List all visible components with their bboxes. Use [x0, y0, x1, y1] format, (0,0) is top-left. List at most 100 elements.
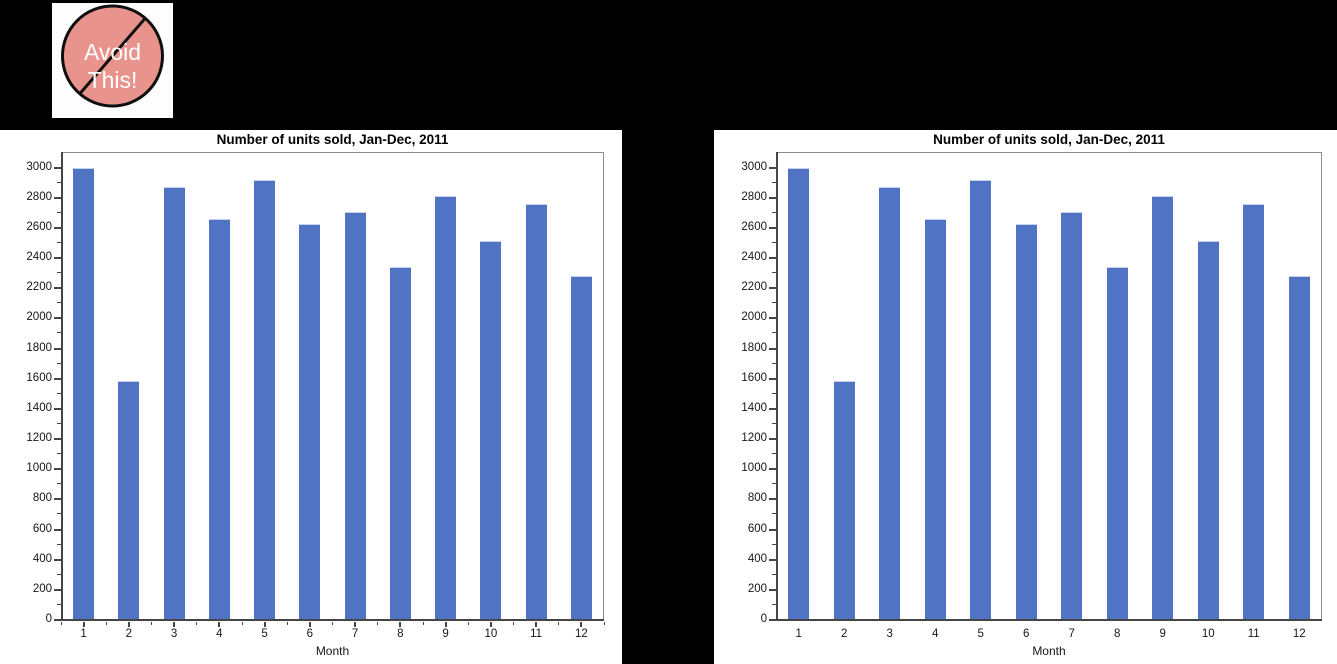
y-axis-minor-tick [772, 362, 776, 364]
y-axis-label: 600 [747, 522, 767, 535]
y-axis-minor-tick [772, 422, 776, 424]
y-axis-major-tick [769, 588, 776, 591]
y-axis-minor-tick [57, 181, 61, 183]
x-axis-label: 10 [484, 628, 498, 640]
x-axis-major-tick [82, 622, 85, 627]
x-axis-major-tick [580, 622, 583, 627]
y-axis-major-tick [769, 166, 776, 169]
y-axis-major-tick [54, 196, 61, 199]
bar [480, 241, 502, 621]
y-axis-major-tick [54, 438, 61, 440]
y-axis-minor-tick [57, 302, 61, 304]
x-axis-major-tick [489, 622, 492, 627]
y-axis-major-tick [769, 407, 776, 410]
y-axis-label: 1600 [26, 371, 52, 384]
y-axis-major-tick [54, 166, 61, 169]
x-axis-minor-tick [513, 622, 514, 625]
y-axis-label: 2000 [26, 311, 52, 324]
y-axis-minor-tick [772, 392, 776, 394]
y-axis-major-tick [769, 498, 776, 501]
y-axis-label: 2800 [741, 190, 767, 203]
bar [73, 168, 95, 621]
bar [435, 196, 457, 621]
bar [118, 381, 140, 621]
prohibition-slash-icon [78, 16, 147, 96]
y-axis-label: 2200 [26, 281, 52, 294]
x-axis-minor-tick [60, 622, 62, 625]
y-axis-major-tick [54, 468, 61, 471]
chart-panel-right: Number of units sold, Jan-Dec, 2011 0 200 4… [714, 130, 1337, 664]
x-axis-label: 4 [932, 628, 939, 640]
y-axis-major-tick [769, 377, 776, 380]
y-axis-minor-tick [772, 181, 776, 183]
y-axis-line [61, 152, 63, 621]
x-axis-minor-tick [286, 622, 288, 625]
y-axis-minor-tick [772, 241, 776, 243]
y-axis-label: 2400 [26, 251, 52, 263]
x-axis-major-tick [535, 622, 538, 627]
bar [1288, 276, 1310, 621]
bar [788, 168, 810, 621]
x-axis-major-tick [399, 622, 402, 627]
y-axis-minor-tick [57, 241, 61, 243]
x-axis-label: 6 [1023, 628, 1030, 640]
x-axis-label: 12 [574, 628, 588, 640]
y-axis-label: 2600 [741, 220, 767, 233]
x-axis-label: 4 [216, 628, 223, 640]
chart-title: Number of units sold, Jan-Dec, 2011 [216, 132, 449, 147]
y-axis-line [776, 152, 778, 621]
y-axis-label: 200 [32, 582, 52, 595]
bar [344, 212, 366, 621]
y-axis-minor-tick [772, 483, 776, 485]
y-axis-label: 200 [747, 582, 767, 595]
y-axis-major-tick [769, 558, 776, 561]
y-axis-label: 2600 [26, 220, 52, 233]
y-axis-label: 1600 [741, 371, 767, 384]
y-axis-major-tick [769, 619, 776, 621]
bar [1015, 224, 1037, 621]
x-axis-title: Month [1032, 644, 1066, 658]
y-axis-minor-tick [57, 392, 61, 394]
x-axis-label: 10 [1201, 628, 1215, 640]
y-axis-minor-tick [772, 543, 776, 545]
y-axis-label: 400 [32, 552, 52, 565]
y-axis-major-tick [769, 528, 776, 531]
x-axis-label: 9 [442, 628, 449, 640]
bar [879, 187, 901, 621]
y-axis-major-tick [769, 347, 776, 350]
x-axis-label: 3 [170, 628, 178, 640]
x-axis-major-tick [263, 622, 266, 627]
x-axis-label: 11 [1247, 628, 1260, 640]
y-axis-label: 2400 [741, 251, 767, 263]
y-axis-major-tick [769, 196, 776, 199]
y-axis-minor-tick [57, 211, 61, 213]
y-axis-major-tick [54, 498, 61, 501]
y-axis-label: 2800 [26, 190, 52, 203]
x-axis-label: 7 [351, 628, 359, 640]
y-axis-label: 1400 [741, 401, 767, 414]
bar [1152, 196, 1174, 621]
x-axis-label: 9 [1159, 628, 1166, 640]
x-axis-label: 5 [977, 628, 984, 640]
bar [299, 224, 321, 621]
x-axis-label: 11 [530, 628, 543, 640]
y-axis-label: 2000 [741, 311, 767, 324]
stamp-text-line1: Avoid [84, 39, 141, 65]
x-axis-label: 12 [1292, 628, 1306, 640]
x-axis-minor-tick [151, 622, 152, 625]
y-axis-minor-tick [772, 603, 776, 605]
y-axis-minor-tick [57, 362, 61, 364]
chart-panel-left: Number of units sold, Jan-Dec, 2011 0 200 4… [0, 130, 622, 664]
bar [570, 276, 592, 621]
prohibition-sign-icon: Avoid This! [61, 4, 164, 108]
y-axis-minor-tick [772, 513, 776, 515]
avoid-this-stamp: Avoid This! [52, 3, 173, 118]
x-axis-major-tick [444, 622, 447, 627]
x-axis-major-tick [308, 622, 311, 627]
bar [1197, 241, 1219, 621]
x-axis-minor-tick [332, 622, 333, 625]
y-axis-label: 1200 [741, 432, 767, 444]
x-axis-minor-tick [377, 622, 379, 625]
y-axis-major-tick [54, 317, 61, 320]
y-axis-minor-tick [57, 332, 61, 334]
